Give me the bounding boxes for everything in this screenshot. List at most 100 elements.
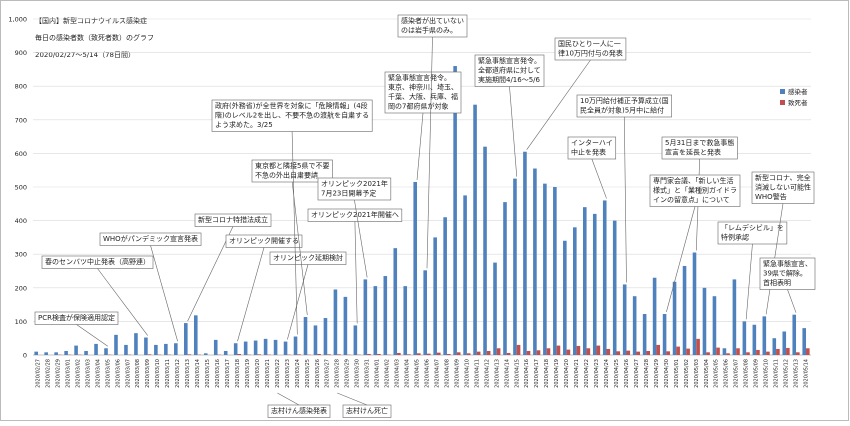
annotation-text: 東京都と隣接5県で不要	[255, 161, 329, 170]
bar	[457, 352, 461, 355]
bar	[653, 278, 657, 355]
x-tick-label: 2020/02/28	[45, 359, 51, 388]
bar	[603, 200, 607, 355]
x-tick-label: 2020/04/17	[534, 359, 540, 388]
x-tick-label: 2020/04/14	[504, 359, 510, 388]
annotation-text: オリンピック2021年開催へ	[311, 210, 399, 219]
annotation-text: 民全員が対象)5月中に給付	[580, 106, 664, 115]
bar	[284, 342, 288, 355]
bar	[317, 354, 321, 355]
x-tick-label: 2020/03/20	[255, 359, 261, 388]
annotation-text: 緊急事態宣言発令。	[478, 56, 541, 65]
annotation-text: 首相表明	[763, 278, 791, 287]
x-tick-label: 2020/04/28	[644, 359, 650, 388]
x-tick-label: 2020/03/09	[145, 359, 151, 388]
x-tick-label: 2020/03/18	[235, 359, 241, 388]
y-tick-label: 100	[15, 318, 27, 326]
x-tick-label: 2020/02/27	[35, 359, 41, 388]
bar	[224, 351, 228, 355]
x-tick-label: 2020/03/19	[245, 359, 251, 388]
x-tick-label: 2020/04/27	[634, 359, 640, 388]
bar	[264, 339, 268, 355]
bar	[194, 315, 198, 355]
bar	[663, 314, 667, 355]
bar	[64, 351, 68, 355]
bar	[437, 353, 441, 355]
bar	[443, 217, 447, 355]
bar	[204, 353, 208, 355]
bar	[513, 179, 517, 355]
x-tick-label: 2020/03/28	[335, 359, 341, 388]
annotation-text: 政府(外務省)が全世界を対象に「危険情報」(4段	[215, 101, 368, 110]
bar	[44, 352, 48, 355]
y-tick-label: 300	[15, 251, 27, 259]
bar	[643, 314, 647, 355]
y-tick-label: 700	[15, 116, 27, 124]
x-tick-label: 2020/03/30	[355, 359, 361, 388]
bar	[703, 288, 707, 355]
bar	[477, 352, 481, 355]
bar	[746, 352, 750, 355]
bar	[776, 349, 780, 355]
annotation-text: 階)のレベル2を出し、不要不急の渡航を自粛する	[215, 111, 369, 120]
x-tick-label: 2020/03/26	[315, 359, 321, 388]
x-tick-label: 2020/03/24	[295, 359, 301, 388]
bar	[397, 353, 401, 355]
x-tick-label: 2020/02/29	[55, 359, 61, 388]
legend-label: 致死者	[788, 98, 808, 107]
annotation-text: 律10万円付与の発表	[558, 49, 623, 58]
bar	[723, 348, 727, 355]
x-tick-label: 2020/03/12	[175, 359, 181, 388]
bar	[756, 350, 760, 355]
x-tick-label: 2020/04/25	[614, 359, 620, 388]
annotation-text: 様式」と「業種別ガイドラ	[653, 186, 737, 195]
bar	[154, 345, 158, 355]
bar	[324, 318, 328, 355]
bar	[427, 354, 431, 355]
bar	[354, 325, 358, 355]
x-tick-label: 2020/04/12	[484, 359, 490, 388]
bar	[782, 331, 786, 355]
annotation-text: 10万円給付補正予算成立(国	[580, 96, 669, 105]
bar	[517, 345, 521, 355]
bar	[377, 354, 381, 355]
x-tick-label: 2020/03/14	[195, 359, 201, 388]
bar	[134, 333, 138, 355]
annotation-text: オリンピック2021年	[321, 179, 388, 188]
y-tick-label: 800	[15, 83, 27, 91]
x-tick-label: 2020/04/05	[415, 359, 421, 388]
bar	[487, 351, 491, 355]
bar	[696, 339, 700, 355]
annotation-text: 東京、神奈川、埼玉、	[388, 83, 458, 92]
bar	[567, 350, 571, 355]
bar	[557, 346, 561, 355]
annotation-text: 39県で解除。	[763, 269, 807, 278]
x-tick-label: 2020/04/18	[544, 359, 550, 388]
bar	[533, 169, 537, 355]
bar	[344, 297, 348, 355]
bar	[583, 207, 587, 355]
legend-label: 感染者	[788, 87, 808, 96]
bar	[706, 352, 710, 355]
x-tick-label: 2020/04/30	[664, 359, 670, 388]
annotation-text: 岡の7都府県が対象	[388, 102, 448, 111]
bar	[686, 349, 690, 355]
bar	[577, 346, 581, 355]
x-tick-label: 2020/05/05	[714, 359, 720, 388]
x-tick-label: 2020/05/02	[684, 359, 690, 388]
bar	[713, 296, 717, 355]
x-tick-label: 2020/04/29	[654, 359, 660, 388]
bar	[726, 353, 730, 355]
x-tick-label: 2020/03/16	[215, 359, 221, 388]
bar	[214, 340, 218, 355]
bar	[792, 315, 796, 355]
bar	[383, 276, 387, 355]
annotation-text: 専門家会議、「新しい生活	[653, 176, 734, 185]
bar	[673, 282, 677, 355]
bar	[337, 354, 341, 355]
bar	[364, 279, 368, 355]
x-tick-label: 2020/05/13	[794, 359, 800, 388]
y-tick-label: 200	[15, 284, 27, 292]
x-tick-label: 2020/05/01	[674, 359, 680, 388]
x-tick-label: 2020/05/08	[744, 359, 750, 388]
